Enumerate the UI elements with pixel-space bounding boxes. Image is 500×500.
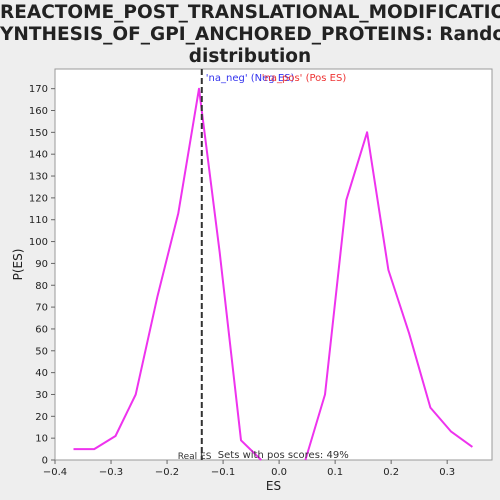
curve-na-pos xyxy=(304,131,473,461)
legend-na-neg: 'na_neg' (Neg ES) xyxy=(206,73,295,84)
y-tick-label: 170 xyxy=(29,84,48,95)
chart-title-line-3: distribution xyxy=(188,46,312,67)
y-axis-label: P(ES) xyxy=(11,249,25,281)
x-tick-label: 0.3 xyxy=(439,467,455,478)
chart-title-line-2: YNTHESIS_OF_GPI_ANCHORED_PROTEINS: Rando… xyxy=(0,24,500,45)
y-tick-label: 110 xyxy=(29,215,48,226)
x-tick-label: −0.3 xyxy=(99,467,123,478)
y-tick-label: 90 xyxy=(35,259,48,270)
pos-scores-annotation: Sets with pos scores: 49% xyxy=(218,450,349,461)
y-tick-label: 100 xyxy=(29,237,48,248)
x-tick-label: 0.0 xyxy=(271,467,287,478)
y-tick-label: 50 xyxy=(35,346,48,357)
y-tick-label: 80 xyxy=(35,281,48,292)
y-tick-label: 30 xyxy=(35,390,48,401)
x-tick-label: 0.1 xyxy=(327,467,343,478)
y-tick-label: 10 xyxy=(35,434,48,445)
x-tick-label: −0.2 xyxy=(155,467,179,478)
y-tick-label: 0 xyxy=(42,456,48,467)
plot-area xyxy=(54,68,493,461)
y-tick-label: 20 xyxy=(35,412,48,423)
x-tick-label: −0.4 xyxy=(43,467,67,478)
y-tick-label: 60 xyxy=(35,324,48,335)
y-tick-label: 40 xyxy=(35,368,48,379)
x-tick-label: −0.1 xyxy=(211,467,235,478)
y-tick-label: 130 xyxy=(29,172,48,183)
y-tick-label: 120 xyxy=(29,193,48,204)
y-tick-label: 140 xyxy=(29,150,48,161)
real-es-label: Real ES xyxy=(178,452,212,462)
x-tick-label: 0.2 xyxy=(383,467,399,478)
legend-na-pos: 'na_pos' (Pos ES) xyxy=(262,73,347,84)
y-tick-label: 70 xyxy=(35,303,48,314)
chart-title-line-1: REACTOME_POST_TRANSLATIONAL_MODIFICATION… xyxy=(0,2,500,23)
y-tick-label: 150 xyxy=(29,128,48,139)
curve-na-neg xyxy=(73,87,262,461)
x-axis-label: ES xyxy=(266,479,281,493)
y-tick-label: 160 xyxy=(29,106,48,117)
